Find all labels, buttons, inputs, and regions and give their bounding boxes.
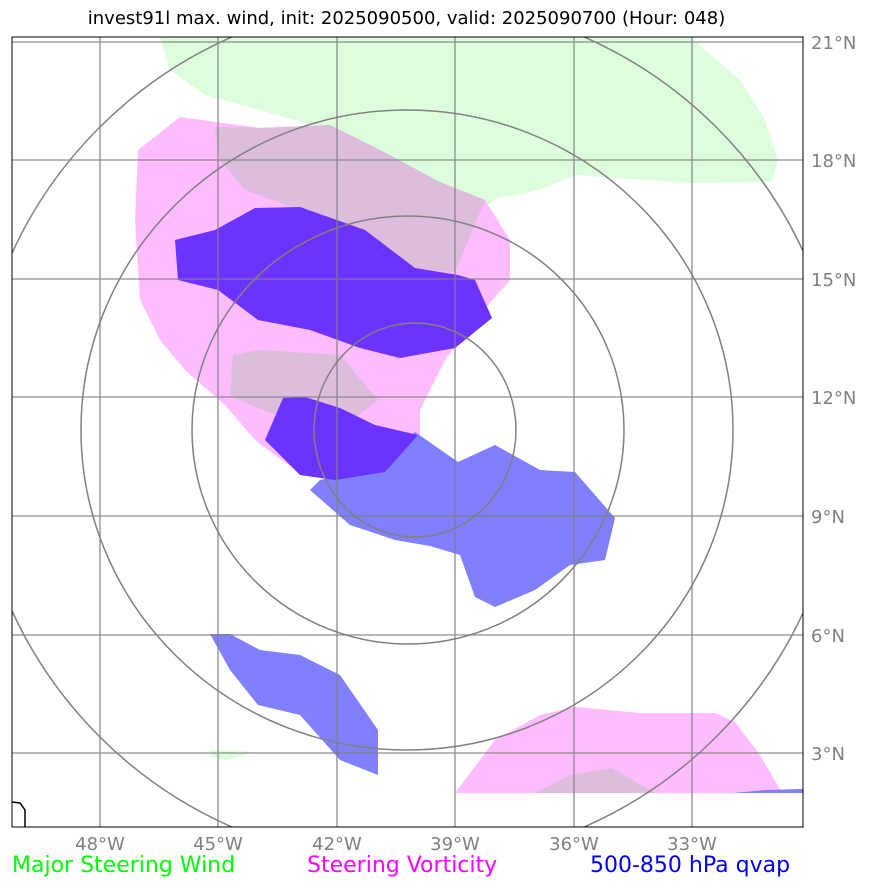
- qvap-area-southwest: [210, 634, 378, 775]
- map-title: invest91l max. wind, init: 2025090500, v…: [87, 8, 726, 29]
- lat-label: 21°N: [811, 33, 856, 54]
- qvap-areas: [210, 432, 803, 793]
- lon-label: 33°W: [667, 834, 717, 855]
- lon-label: 36°W: [549, 834, 599, 855]
- lon-label: 39°W: [430, 834, 480, 855]
- overlap-area-south: [535, 768, 655, 793]
- lat-label: 12°N: [811, 388, 856, 409]
- lon-label: 45°W: [193, 834, 243, 855]
- purple-area-north: [175, 207, 492, 358]
- range-ring-1: [313, 322, 517, 538]
- range-rings: [12, 37, 803, 827]
- overlap-area-north: [215, 125, 485, 272]
- legend-steering-wind: Major Steering Wind: [12, 853, 236, 878]
- qvap-area-central: [310, 432, 615, 607]
- lon-labels: 48°W 45°W 42°W 39°W 36°W 33°W: [75, 834, 717, 855]
- lat-label: 3°N: [811, 744, 845, 765]
- lon-label: 48°W: [75, 834, 125, 855]
- range-ring-3: [80, 109, 734, 751]
- legend-qvap: 500-850 hPa qvap: [590, 853, 791, 878]
- steering-wind-area-south: [210, 750, 255, 760]
- legend-steering-vorticity: Steering Vorticity: [307, 853, 498, 878]
- qvap-vorticity-overlap-areas: [175, 207, 492, 480]
- qvap-area-southeast: [733, 789, 803, 793]
- graticule: [12, 37, 803, 827]
- lon-label: 42°W: [312, 834, 362, 855]
- lat-label: 18°N: [811, 151, 856, 172]
- coastline: [12, 801, 26, 827]
- plot-frame: [11, 36, 804, 828]
- vorticity-area-south: [455, 707, 782, 793]
- lat-label: 9°N: [811, 507, 845, 528]
- steering-wind-area-north: [160, 37, 778, 210]
- lat-label: 6°N: [811, 626, 845, 647]
- lat-label: 15°N: [811, 270, 856, 291]
- range-ring-2: [191, 215, 625, 645]
- purple-area-south: [265, 397, 418, 480]
- lat-labels: 21°N 18°N 15°N 12°N 9°N 6°N 3°N: [811, 33, 856, 765]
